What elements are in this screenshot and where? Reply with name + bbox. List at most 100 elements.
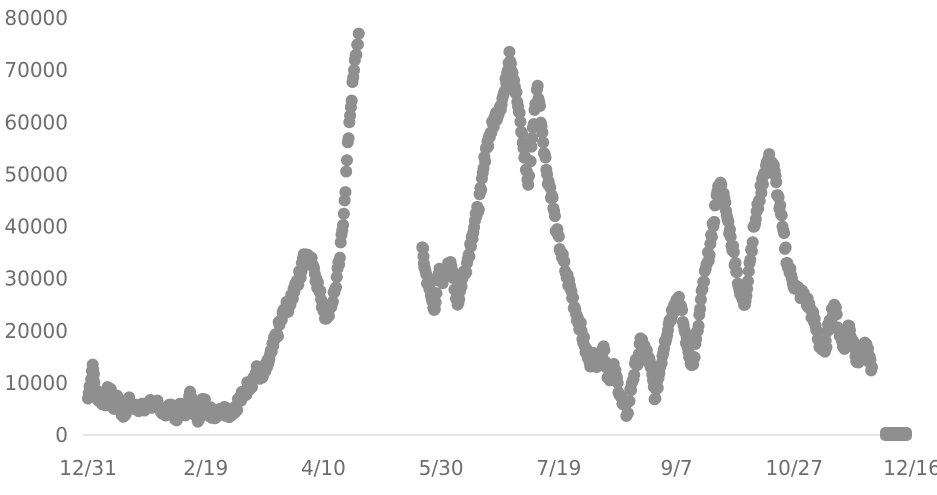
data-point <box>746 236 759 249</box>
data-point <box>536 126 549 139</box>
data-point <box>708 215 721 228</box>
data-point <box>337 207 350 220</box>
x-tick-label: 4/10 <box>301 456 346 480</box>
data-point <box>326 295 339 308</box>
y-tick-label: 60000 <box>4 110 68 134</box>
data-point <box>531 79 544 92</box>
x-tick-label: 5/30 <box>419 456 464 480</box>
data-point <box>87 368 100 381</box>
data-point <box>539 151 552 164</box>
data-point <box>694 302 707 315</box>
data-point <box>778 227 791 240</box>
data-point <box>838 342 851 355</box>
data-point <box>523 169 536 182</box>
data-point <box>705 230 718 243</box>
data-point <box>514 115 527 128</box>
data-point <box>621 407 634 420</box>
data-point <box>329 281 342 294</box>
y-tick-label: 10000 <box>4 371 68 395</box>
data-point <box>463 250 476 263</box>
data-point <box>830 308 843 321</box>
data-point <box>333 251 346 264</box>
y-tick-label: 70000 <box>4 58 68 82</box>
data-point <box>577 331 590 344</box>
data-point <box>729 256 742 269</box>
legend <box>880 427 912 441</box>
data-point <box>703 249 716 262</box>
x-tick-label: 12/16 <box>883 456 937 480</box>
x-tick-label: 7/19 <box>536 456 581 480</box>
y-tick-label: 40000 <box>4 215 68 239</box>
data-point <box>727 246 740 259</box>
y-tick-label: 20000 <box>4 319 68 343</box>
data-point <box>534 99 547 112</box>
y-tick-label: 0 <box>55 423 68 447</box>
data-point <box>351 38 364 51</box>
data-point <box>779 241 792 254</box>
data-point <box>447 272 460 285</box>
legend-marker-swatch <box>880 427 912 441</box>
data-point <box>513 106 526 119</box>
data-point <box>350 48 363 61</box>
data-point <box>611 376 624 389</box>
data-point <box>524 155 537 168</box>
data-point <box>775 209 788 222</box>
x-tick-label: 9/7 <box>660 456 692 480</box>
data-point <box>339 186 352 199</box>
data-point <box>730 265 743 278</box>
data-point <box>348 64 361 77</box>
y-tick-label: 80000 <box>4 6 68 30</box>
data-point <box>479 155 492 168</box>
data-point <box>741 275 754 288</box>
data-point <box>330 270 343 283</box>
x-tick-label: 2/19 <box>183 456 228 480</box>
data-point <box>340 165 353 178</box>
data-point <box>770 176 783 189</box>
y-axis-tick-labels: 0 10000 20000 30000 40000 50000 60000 70000 8000… <box>4 6 68 447</box>
data-point <box>537 136 550 149</box>
data-point <box>515 127 528 140</box>
data-point <box>460 266 473 279</box>
data-point <box>820 341 833 354</box>
data-point <box>345 94 358 107</box>
x-tick-label: 10/27 <box>765 456 823 480</box>
data-point <box>472 203 485 216</box>
data-point <box>598 344 611 357</box>
data-point <box>342 132 355 145</box>
data-point <box>510 86 523 99</box>
data-point <box>688 351 701 364</box>
data-point <box>692 319 705 332</box>
data-point <box>430 287 443 300</box>
data-point <box>314 284 327 297</box>
x-axis-tick-labels: 12/31 2/19 4/10 5/30 7/19 9/7 10/27 12/16 <box>59 456 937 480</box>
data-point <box>774 199 787 212</box>
data-point <box>482 140 495 153</box>
data-point <box>503 45 516 58</box>
data-point <box>759 168 772 181</box>
data-point <box>628 368 641 381</box>
data-point <box>865 361 878 374</box>
data-point <box>694 293 707 306</box>
data-point <box>352 27 365 40</box>
data-points <box>82 27 878 428</box>
data-point <box>623 395 636 408</box>
data-point <box>271 330 284 343</box>
data-point <box>676 304 689 317</box>
data-point <box>558 255 571 268</box>
data-point <box>680 331 693 344</box>
data-point <box>698 275 711 288</box>
data-point <box>651 381 664 394</box>
y-tick-label: 30000 <box>4 267 68 291</box>
data-point <box>340 154 353 167</box>
data-point <box>475 184 488 197</box>
data-point <box>649 392 662 405</box>
x-tick-label: 12/31 <box>59 456 117 480</box>
data-point <box>548 210 561 223</box>
data-point <box>429 296 442 309</box>
data-point <box>566 291 579 304</box>
data-point <box>337 218 350 231</box>
data-point <box>522 178 535 191</box>
data-point <box>526 132 539 145</box>
